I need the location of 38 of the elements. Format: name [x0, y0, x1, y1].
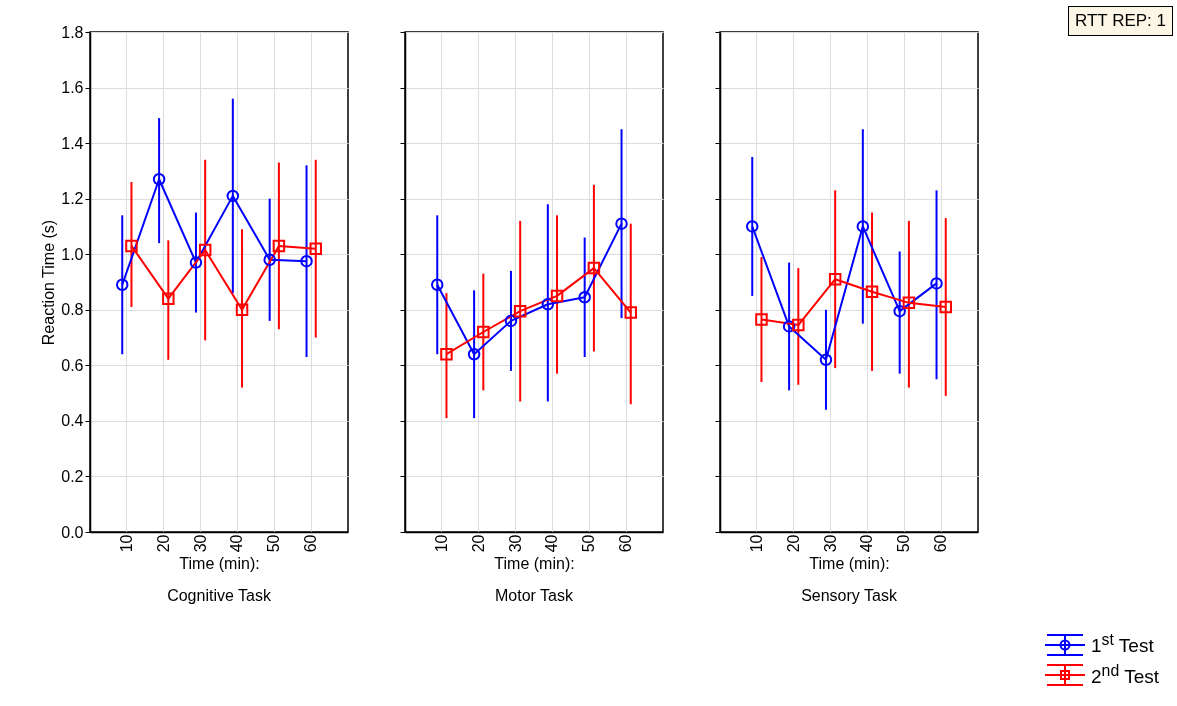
text: RTT REP: 1 — [1067, 6, 1173, 36]
x-tick-label: 60 — [932, 534, 950, 553]
x-tick-label: 20 — [469, 534, 487, 553]
y-tick-label: 0.2 — [61, 467, 84, 485]
x-tick-label: 10 — [117, 534, 135, 553]
x-axis-title: Time (min): — [179, 555, 260, 573]
y-tick-label: 1.6 — [61, 79, 84, 97]
y-tick-label: 0.0 — [61, 523, 84, 541]
y-tick-label: 1.8 — [61, 23, 84, 41]
x-tick-label: 30 — [506, 534, 524, 553]
y-tick-label: 0.8 — [61, 301, 84, 319]
x-tick-label: 50 — [265, 534, 283, 553]
y-tick-label: 1.4 — [61, 134, 84, 152]
y-tick-label: 1.0 — [61, 245, 84, 263]
text: Sensory Task — [801, 586, 898, 604]
y-tick-label: 0.6 — [61, 356, 84, 374]
y-tick-label: 1.2 — [61, 190, 84, 208]
legend-label: 2$^{nd}$ Test — [1091, 661, 1159, 688]
x-tick-label: 40 — [858, 534, 876, 553]
x-tick-label: 10 — [432, 534, 450, 553]
x-tick-label: 60 — [617, 534, 635, 553]
x-axis-title: Time (min): — [494, 555, 575, 573]
x-tick-label: 30 — [821, 534, 839, 553]
y-tick-label: 0.4 — [61, 412, 84, 430]
x-tick-label: 50 — [580, 534, 598, 553]
x-tick-label: 60 — [302, 534, 320, 553]
x-tick-label: 30 — [191, 534, 209, 553]
x-axis-title: Time (min): — [809, 555, 890, 573]
x-tick-label: 50 — [895, 534, 913, 553]
text: Motor Task — [495, 586, 574, 604]
text: Cognitive Task — [167, 586, 272, 604]
y-axis-title: Reaction Time (s) — [40, 219, 58, 346]
x-tick-label: 40 — [543, 534, 561, 553]
x-tick-label: 10 — [747, 534, 765, 553]
legend-label: 1$^{st}$ Test — [1091, 631, 1154, 658]
x-tick-label: 20 — [154, 534, 172, 553]
x-tick-label: 40 — [228, 534, 246, 553]
x-tick-label: 20 — [784, 534, 802, 553]
